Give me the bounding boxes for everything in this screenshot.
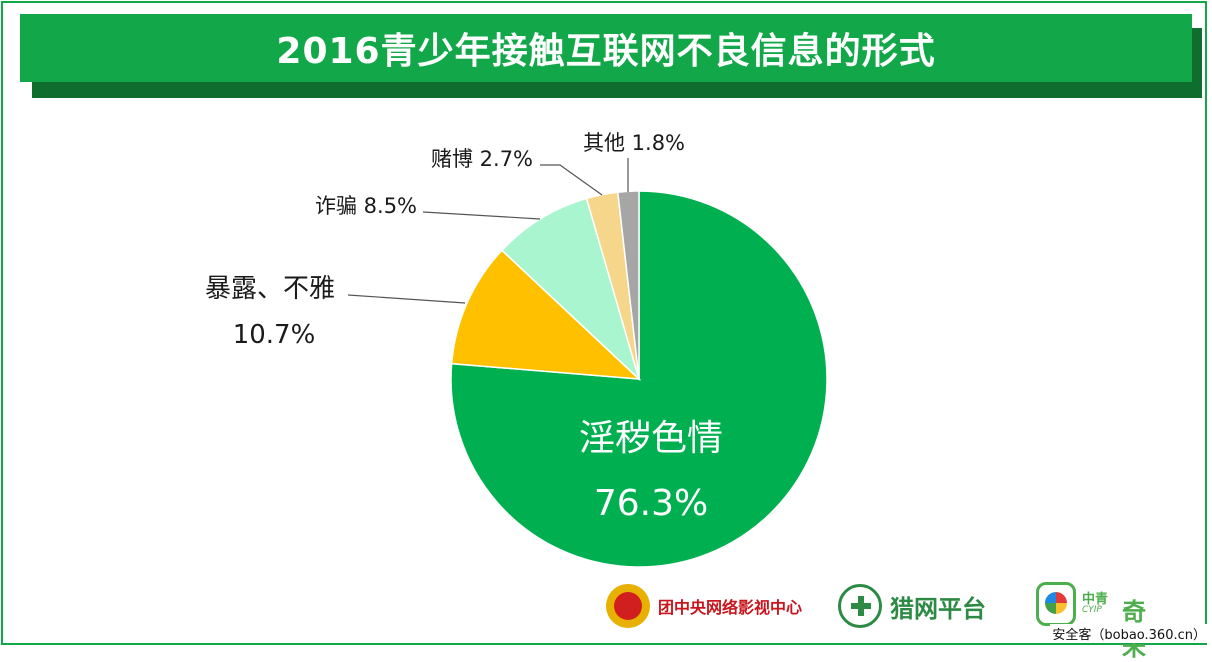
slice-label-porn-name: 淫秽色情 (579, 418, 723, 459)
watermark: 安全客（bobao.360.cn） (1050, 624, 1208, 643)
chart-frame (1, 1, 1207, 645)
logo-liewang: 猎网平台 (838, 584, 986, 628)
pie-slice-2 (500, 197, 641, 382)
leader-line-gambling (540, 164, 603, 196)
leader-line-exposure (347, 294, 466, 304)
emblem-icon (606, 584, 650, 628)
logo3-sub: CYIP (1082, 605, 1102, 615)
slice-label-fraud: 诈骗 8.5% (315, 194, 417, 218)
slice-label-porn-pct: 76.3% (594, 483, 708, 524)
logo3-top: 中青 (1082, 592, 1109, 607)
pie-slice-1 (450, 249, 642, 380)
logo-qiwei: 中青 CYIP 奇未 (1036, 582, 1146, 661)
logo-cyl-network-center: 团中央网络影视中心 (606, 584, 802, 628)
chart-title: 2016青少年接触互联网不良信息的形式 (276, 31, 936, 72)
leader-line-fraud (422, 211, 541, 220)
title-bar: 2016青少年接触互联网不良信息的形式 (20, 14, 1192, 82)
logo1-text: 团中央网络影视中心 (658, 598, 803, 617)
slice-label-exposure-pct: 10.7% (233, 320, 316, 350)
slice-label-gambling: 赌博 2.7% (431, 147, 533, 171)
color-wheel-icon (1036, 582, 1076, 626)
plus-shield-icon (838, 584, 882, 628)
logo2-text: 猎网平台 (890, 594, 986, 623)
slice-label-other: 其他 1.8% (583, 131, 685, 155)
slice-label-exposure-name: 暴露、不雅 (205, 274, 335, 304)
